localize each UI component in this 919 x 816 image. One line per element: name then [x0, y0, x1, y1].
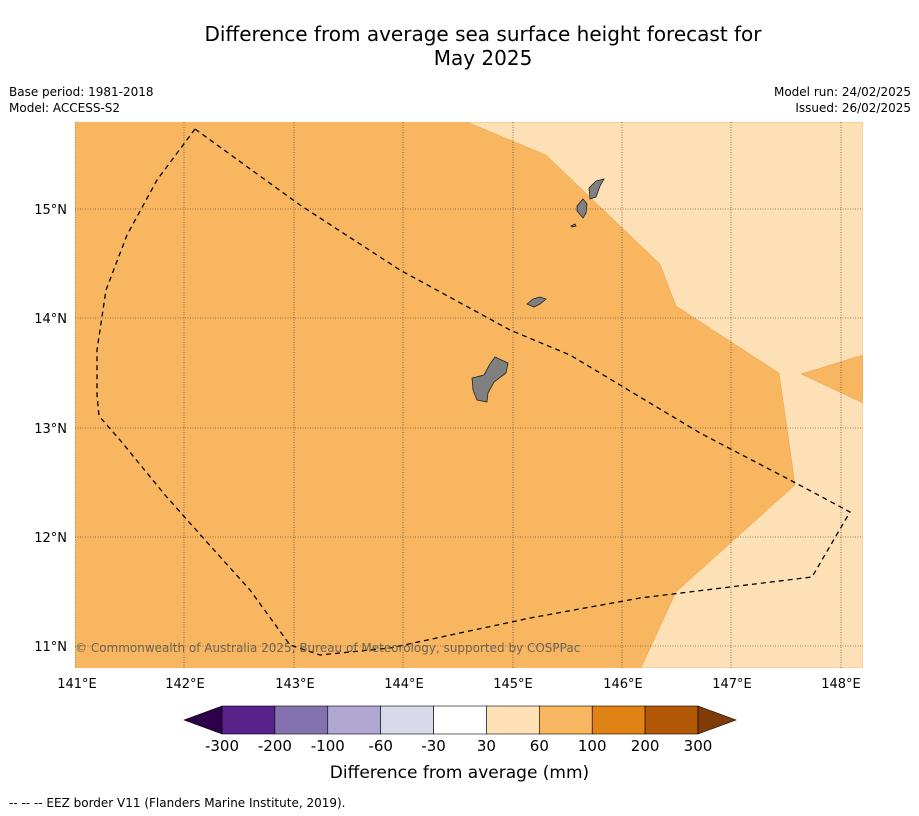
colorbar-tick-label: -100	[311, 737, 345, 755]
colorbar-tick-label: 30	[477, 737, 496, 755]
island-aguijan	[570, 223, 577, 228]
colorbar-cell	[591, 705, 646, 735]
colorbar-tick-label: -30	[421, 737, 446, 755]
colorbar-cell	[380, 705, 434, 735]
colorbar-cell	[644, 705, 699, 735]
title-line-1: Difference from average sea surface heig…	[204, 22, 762, 46]
colorbar-tick-label: 300	[684, 737, 713, 755]
lat-label: 12°N	[34, 531, 67, 546]
lon-axis-labels: 141°E 142°E 143°E 144°E 145°E 146°E 147°…	[57, 677, 861, 692]
lat-label: 14°N	[34, 312, 67, 327]
colorbar-label: Difference from average (mm)	[329, 763, 590, 783]
lon-label: 147°E	[712, 677, 752, 692]
eez-border	[96, 128, 851, 656]
copyright-credit: © Commonwealth of Australia 2025, Bureau…	[75, 641, 581, 655]
lon-label: 142°E	[165, 677, 205, 692]
colorbar-tick-label: -200	[258, 737, 292, 755]
lat-label: 13°N	[34, 422, 67, 437]
model-run: Model run: 24/02/2025	[773, 85, 911, 99]
colorbar-tick-label: -300	[205, 737, 239, 755]
base-period: Base period: 1981-2018	[9, 85, 154, 99]
colorbar-tick-label: -60	[368, 737, 393, 755]
anomaly-60-100-wedge	[800, 354, 863, 404]
colorbar-cell	[327, 705, 381, 735]
lat-label: 15°N	[34, 203, 67, 218]
lon-label: 146°E	[603, 677, 643, 692]
island-saipan	[588, 178, 605, 200]
lon-label: 141°E	[57, 677, 97, 692]
model-name: Model: ACCESS-S2	[9, 101, 121, 115]
lon-label: 148°E	[821, 677, 861, 692]
island-tinian	[576, 198, 588, 219]
colorbar: -300 -200 -100 -60 -30 30 60 100 200 300	[183, 705, 737, 755]
island-guam	[471, 356, 509, 403]
meta-right: Model run: 24/02/2025 Issued: 26/02/2025	[774, 84, 911, 116]
colorbar-tick-labels: -300 -200 -100 -60 -30 30 60 100 200 300	[205, 737, 712, 755]
colorbar-tick-label: 60	[530, 737, 549, 755]
map-title: Difference from average sea surface heig…	[0, 22, 919, 70]
lon-label: 143°E	[275, 677, 315, 692]
colorbar-cell	[539, 705, 593, 735]
islands	[471, 178, 605, 403]
eez-footnote: -- -- -- EEZ border V11 (Flanders Marine…	[9, 796, 346, 810]
colorbar-extend-high	[697, 705, 737, 735]
lat-axis-labels: 15°N 14°N 13°N 12°N 11°N	[34, 203, 67, 655]
graticule	[75, 122, 863, 668]
anomaly-30-60-region	[466, 122, 863, 668]
lon-label: 145°E	[493, 677, 533, 692]
colorbar-cell	[221, 705, 276, 735]
colorbar-extend-low	[183, 705, 223, 735]
meta-left: Base period: 1981-2018 Model: ACCESS-S2	[9, 84, 154, 116]
lon-label: 144°E	[384, 677, 424, 692]
colorbar-tick-label: 200	[631, 737, 660, 755]
colorbar-cell	[274, 705, 329, 735]
island-rota	[526, 296, 547, 308]
colorbar-cells	[221, 705, 699, 735]
issued-date: Issued: 26/02/2025	[795, 101, 911, 115]
colorbar-tick-label: 100	[578, 737, 607, 755]
lat-label: 11°N	[34, 640, 67, 655]
map-area	[75, 122, 863, 668]
colorbar-cell	[486, 705, 540, 735]
title-line-2: May 2025	[433, 46, 533, 70]
colorbar-cell	[433, 705, 487, 735]
